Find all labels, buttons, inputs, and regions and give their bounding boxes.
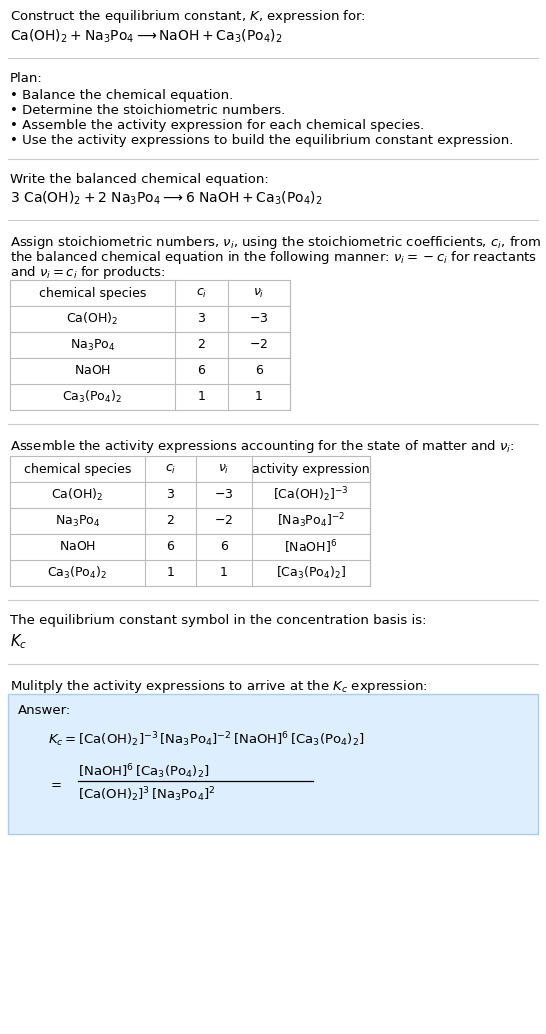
Text: 1: 1 — [198, 391, 205, 403]
Text: $-2$: $-2$ — [250, 338, 269, 352]
Text: 1: 1 — [255, 391, 263, 403]
Text: Assemble the activity expressions accounting for the state of matter and $\nu_i$: Assemble the activity expressions accoun… — [10, 438, 515, 455]
Text: 6: 6 — [167, 541, 174, 553]
Text: $\mathrm{3\ Ca(OH)_2 + 2\ Na_3Po_4 \longrightarrow 6\ NaOH + Ca_3(Po_4)_2}$: $\mathrm{3\ Ca(OH)_2 + 2\ Na_3Po_4 \long… — [10, 190, 323, 208]
Text: $\mathrm{Ca(OH)_2 + Na_3Po_4 \longrightarrow NaOH + Ca_3(Po_4)_2}$: $\mathrm{Ca(OH)_2 + Na_3Po_4 \longrighta… — [10, 28, 282, 45]
Text: 2: 2 — [167, 515, 174, 527]
Text: $K_c$: $K_c$ — [10, 632, 27, 650]
Text: $\mathrm{Ca_3(Po_4)_2}$: $\mathrm{Ca_3(Po_4)_2}$ — [48, 565, 108, 581]
Text: 3: 3 — [167, 488, 174, 501]
Text: $[\mathrm{NaOH}]^{6}$: $[\mathrm{NaOH}]^{6}$ — [284, 539, 337, 555]
Text: $-3$: $-3$ — [250, 312, 269, 326]
Text: $\nu_i$: $\nu_i$ — [253, 286, 265, 300]
Text: activity expression: activity expression — [252, 462, 370, 476]
Text: 2: 2 — [198, 338, 205, 352]
Text: chemical species: chemical species — [24, 462, 131, 476]
Text: $[\mathrm{Ca(OH)_2}]^{-3}$: $[\mathrm{Ca(OH)_2}]^{-3}$ — [273, 486, 349, 505]
Text: Answer:: Answer: — [18, 704, 71, 717]
Text: • Assemble the activity expression for each chemical species.: • Assemble the activity expression for e… — [10, 119, 424, 132]
Text: • Use the activity expressions to build the equilibrium constant expression.: • Use the activity expressions to build … — [10, 134, 513, 147]
Text: $\mathrm{Ca_3(Po_4)_2}$: $\mathrm{Ca_3(Po_4)_2}$ — [62, 389, 122, 405]
Text: chemical species: chemical species — [39, 286, 146, 300]
Text: the balanced chemical equation in the following manner: $\nu_i = -c_i$ for react: the balanced chemical equation in the fo… — [10, 249, 537, 266]
Text: $\mathrm{NaOH}$: $\mathrm{NaOH}$ — [59, 541, 96, 553]
Text: Assign stoichiometric numbers, $\nu_i$, using the stoichiometric coefficients, $: Assign stoichiometric numbers, $\nu_i$, … — [10, 234, 541, 251]
Text: Construct the equilibrium constant, $K$, expression for:: Construct the equilibrium constant, $K$,… — [10, 8, 366, 25]
Text: $c_i$: $c_i$ — [165, 462, 176, 476]
Text: Mulitply the activity expressions to arrive at the $K_c$ expression:: Mulitply the activity expressions to arr… — [10, 678, 428, 695]
Text: $-3$: $-3$ — [214, 488, 234, 501]
Text: $\mathrm{Ca(OH)_2}$: $\mathrm{Ca(OH)_2}$ — [51, 487, 104, 504]
Text: $K_c = [\mathrm{Ca(OH)_2}]^{-3}\, [\mathrm{Na_3Po_4}]^{-2}\, [\mathrm{NaOH}]^{6}: $K_c = [\mathrm{Ca(OH)_2}]^{-3}\, [\math… — [48, 730, 365, 749]
Text: $[\mathrm{NaOH}]^{6}\, [\mathrm{Ca_3(Po_4)_2}]$: $[\mathrm{NaOH}]^{6}\, [\mathrm{Ca_3(Po_… — [78, 762, 210, 781]
Text: Plan:: Plan: — [10, 72, 43, 85]
FancyBboxPatch shape — [8, 694, 538, 834]
Text: 6: 6 — [255, 365, 263, 377]
Text: 1: 1 — [220, 567, 228, 579]
Text: $\mathrm{Ca(OH)_2}$: $\mathrm{Ca(OH)_2}$ — [67, 311, 118, 327]
Text: 3: 3 — [198, 312, 205, 326]
Text: • Balance the chemical equation.: • Balance the chemical equation. — [10, 89, 233, 102]
Text: $\mathrm{Na_3Po_4}$: $\mathrm{Na_3Po_4}$ — [55, 514, 100, 528]
Text: • Determine the stoichiometric numbers.: • Determine the stoichiometric numbers. — [10, 104, 285, 117]
Text: $\nu_i$: $\nu_i$ — [218, 462, 230, 476]
Text: $[\mathrm{Ca_3(Po_4)_2}]$: $[\mathrm{Ca_3(Po_4)_2}]$ — [276, 565, 346, 581]
Text: $-2$: $-2$ — [215, 515, 234, 527]
FancyBboxPatch shape — [10, 456, 370, 586]
Text: Write the balanced chemical equation:: Write the balanced chemical equation: — [10, 173, 269, 186]
FancyBboxPatch shape — [10, 280, 290, 410]
Text: 6: 6 — [220, 541, 228, 553]
Text: 1: 1 — [167, 567, 174, 579]
Text: $[\mathrm{Na_3Po_4}]^{-2}$: $[\mathrm{Na_3Po_4}]^{-2}$ — [277, 512, 345, 530]
Text: and $\nu_i = c_i$ for products:: and $\nu_i = c_i$ for products: — [10, 264, 165, 281]
Text: $\mathrm{NaOH}$: $\mathrm{NaOH}$ — [74, 365, 111, 377]
Text: The equilibrium constant symbol in the concentration basis is:: The equilibrium constant symbol in the c… — [10, 614, 426, 627]
Text: $=$: $=$ — [48, 778, 62, 791]
Text: $\mathrm{Na_3Po_4}$: $\mathrm{Na_3Po_4}$ — [70, 337, 115, 353]
Text: $c_i$: $c_i$ — [196, 286, 207, 300]
Text: $[\mathrm{Ca(OH)_2}]^{3}\, [\mathrm{Na_3Po_4}]^{2}$: $[\mathrm{Ca(OH)_2}]^{3}\, [\mathrm{Na_3… — [78, 785, 216, 803]
Text: 6: 6 — [198, 365, 205, 377]
